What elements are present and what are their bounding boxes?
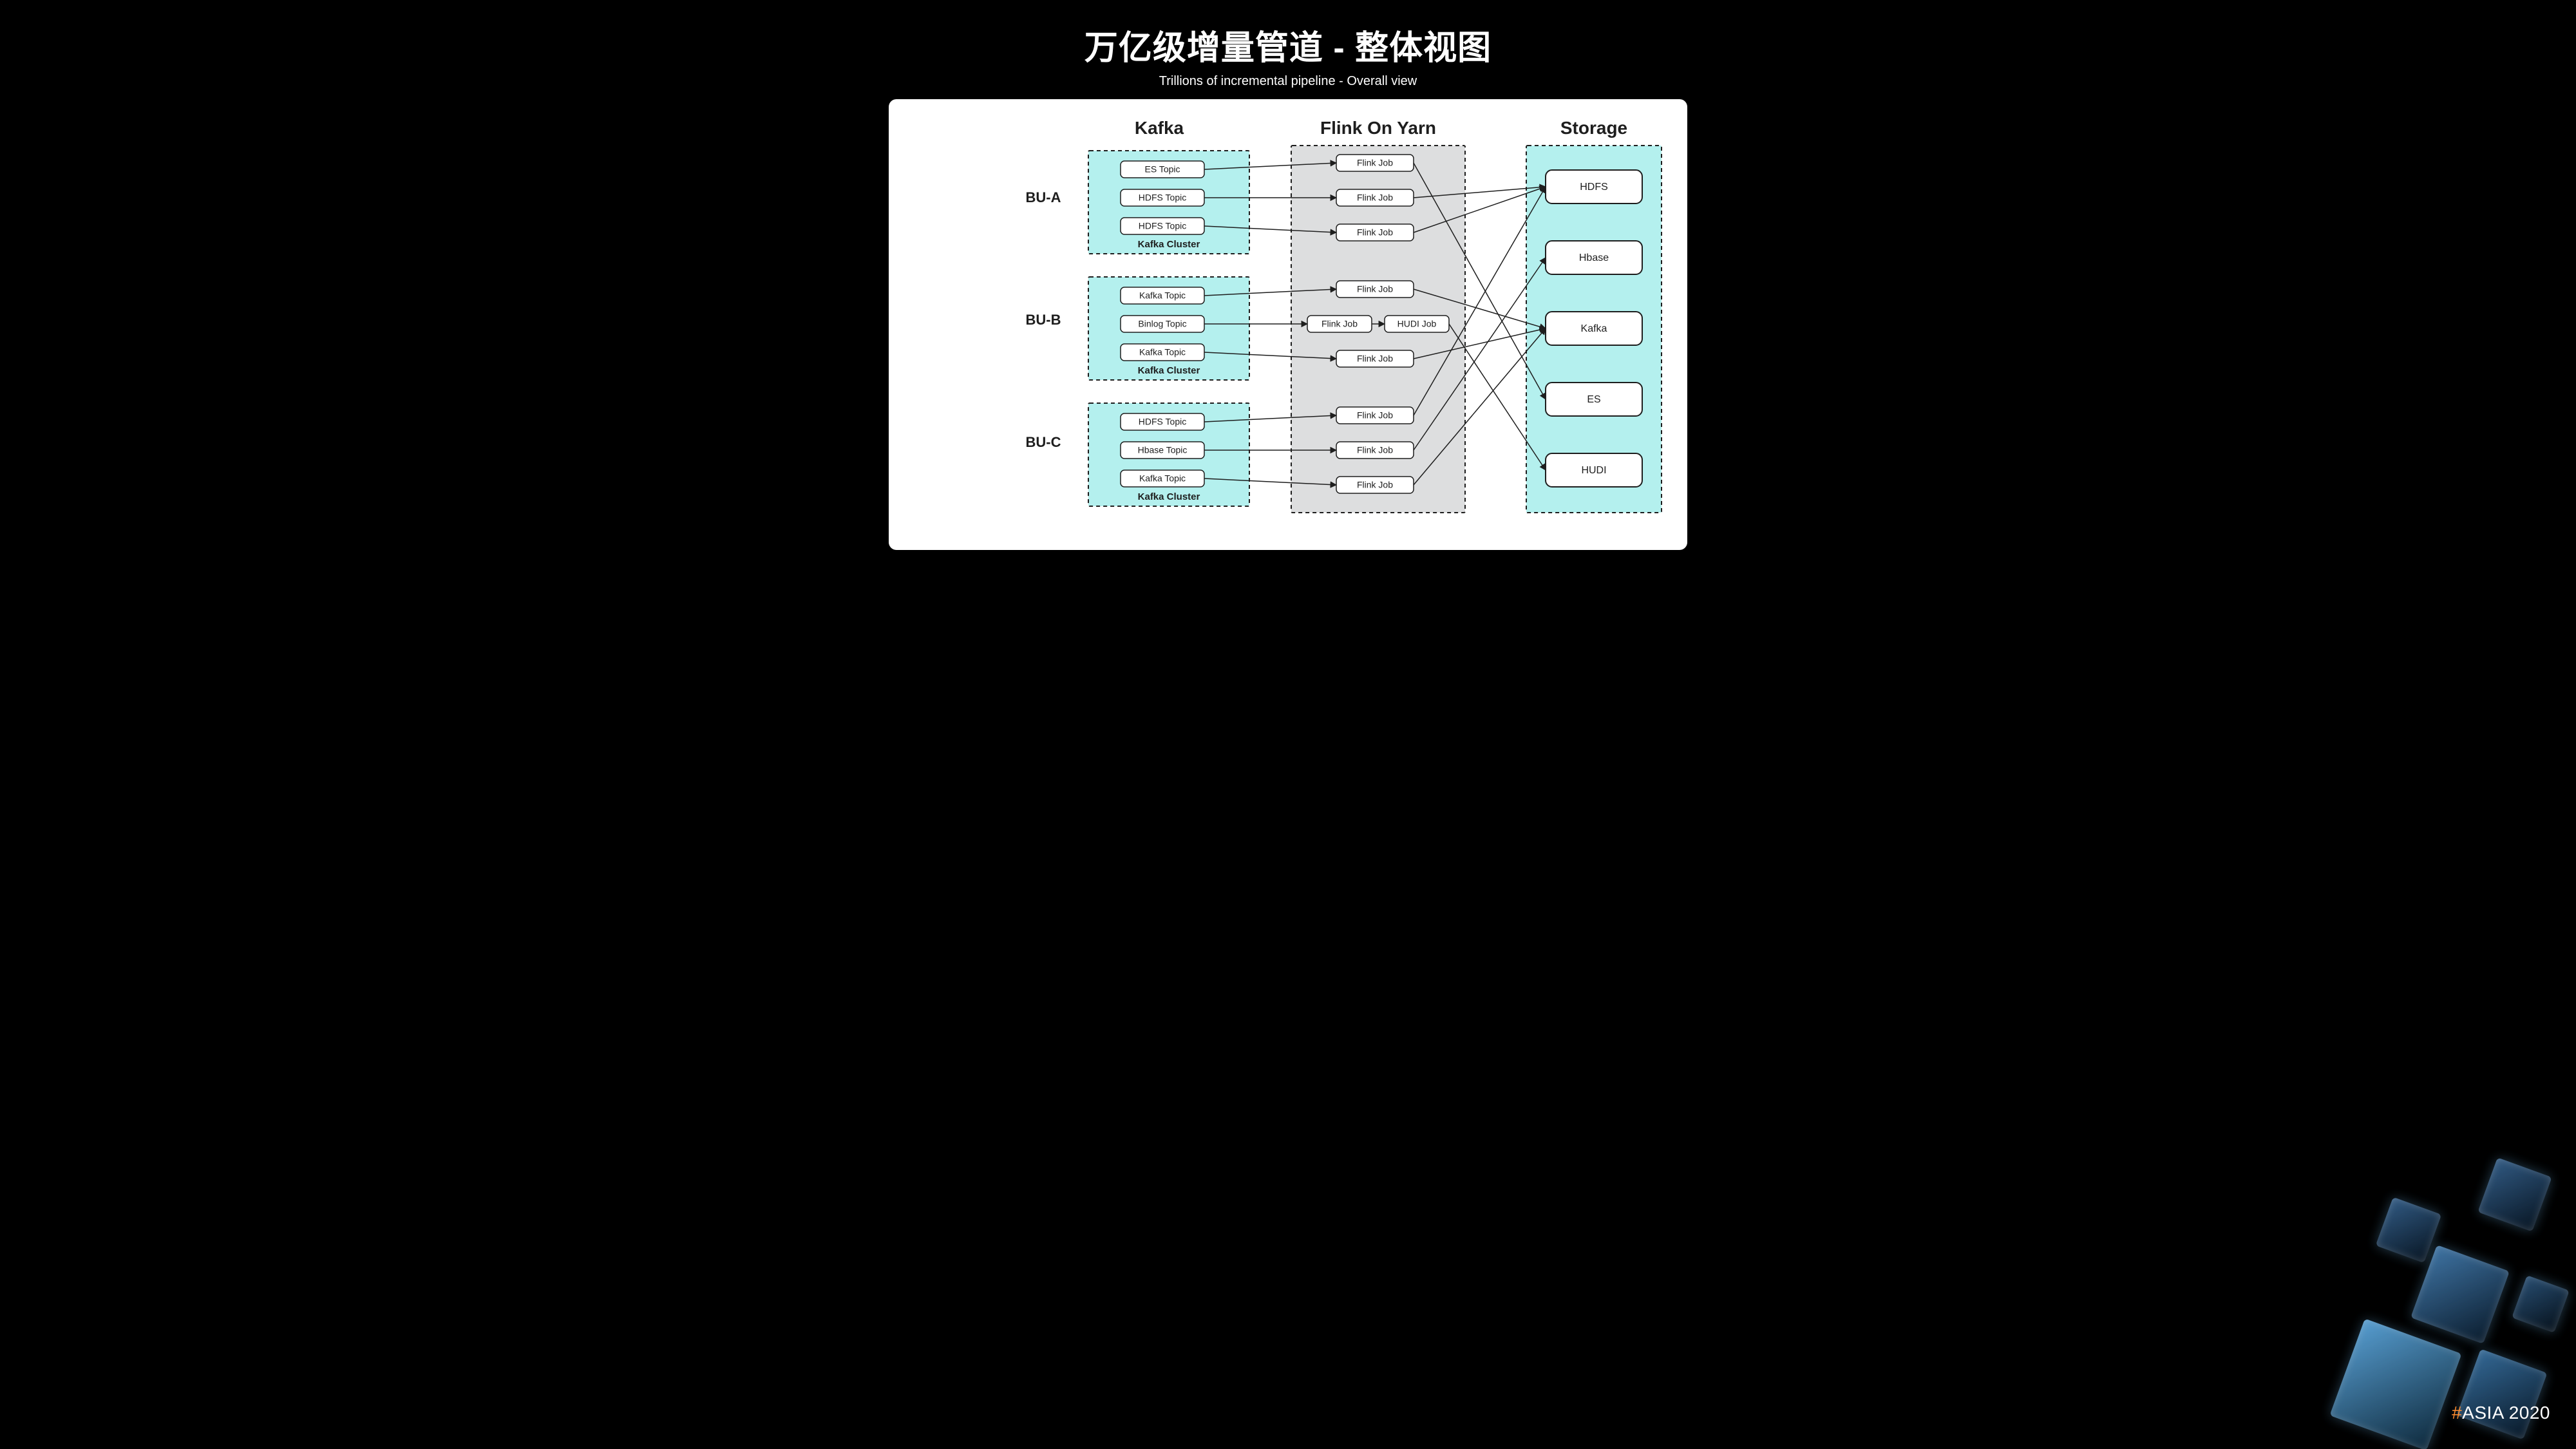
topic-a1-label: ES Topic — [1145, 164, 1180, 175]
decor-cube — [2512, 1275, 2570, 1333]
topic-c3-label: Kafka Topic — [1139, 473, 1186, 484]
storage-s-kafka-label: Kafka — [1581, 323, 1607, 334]
storage-s-hdfs-label: HDFS — [1580, 182, 1608, 193]
topic-a3-label: HDFS Topic — [1139, 221, 1186, 231]
cluster-b-caption: Kafka Cluster — [1138, 365, 1200, 376]
topic-b1-label: Kafka Topic — [1139, 290, 1186, 301]
decor-cube — [2329, 1318, 2461, 1449]
flink-job-f5-label: Flink Job — [1321, 319, 1358, 329]
cluster-c-caption: Kafka Cluster — [1138, 491, 1200, 502]
pipeline-diagram: Kafka Flink On Yarn Storage BU-A BU-B BU-C Kaf… — [889, 99, 1687, 550]
flink-job-f4-label: Flink Job — [1357, 284, 1393, 294]
column-header-storage: Storage — [1560, 118, 1627, 138]
diagram-card: Kafka Flink On Yarn Storage BU-A BU-B BU-C Kaf… — [889, 99, 1687, 550]
cluster-a-caption: Kafka Cluster — [1138, 239, 1200, 250]
storage-s-hudi-label: HUDI — [1581, 465, 1606, 476]
decor-cube — [2410, 1245, 2510, 1344]
watermark: #ASIA 2020 — [2452, 1403, 2550, 1423]
bu-b-label: BU-B — [1026, 312, 1061, 328]
bu-a-label: BU-A — [1026, 189, 1061, 205]
topic-c2-label: Hbase Topic — [1138, 445, 1188, 455]
topic-b3-label: Kafka Topic — [1139, 347, 1186, 357]
flink-job-f8-label: Flink Job — [1357, 410, 1393, 421]
flink-job-f10-label: Flink Job — [1357, 480, 1393, 490]
flink-job-f9-label: Flink Job — [1357, 445, 1393, 455]
storage-s-es-label: ES — [1587, 394, 1600, 405]
topic-b2-label: Binlog Topic — [1138, 319, 1186, 329]
flink-job-f7-label: Flink Job — [1357, 354, 1393, 364]
watermark-hash: # — [2452, 1403, 2462, 1423]
page-title: 万亿级增量管道 - 整体视图 — [1084, 21, 1492, 69]
decor-cube — [2457, 1349, 2548, 1440]
flink-job-f1-label: Flink Job — [1357, 158, 1393, 168]
bu-c-label: BU-C — [1026, 434, 1061, 450]
decor-cube — [2477, 1157, 2552, 1231]
topic-a2-label: HDFS Topic — [1139, 193, 1186, 203]
page-subtitle: Trillions of incremental pipeline - Over… — [1159, 74, 1417, 89]
topic-c1-label: HDFS Topic — [1139, 417, 1186, 427]
flink-job-f6-label: HUDI Job — [1397, 319, 1437, 329]
column-header-flink: Flink On Yarn — [1320, 118, 1436, 138]
flink-job-f3-label: Flink Job — [1357, 227, 1393, 238]
flink-job-f2-label: Flink Job — [1357, 193, 1393, 203]
decorative-cubes — [2306, 1114, 2576, 1449]
decor-cube — [2376, 1197, 2442, 1264]
storage-s-hbase-label: Hbase — [1579, 252, 1609, 263]
watermark-text: ASIA 2020 — [2462, 1403, 2550, 1423]
column-header-kafka: Kafka — [1135, 118, 1184, 138]
